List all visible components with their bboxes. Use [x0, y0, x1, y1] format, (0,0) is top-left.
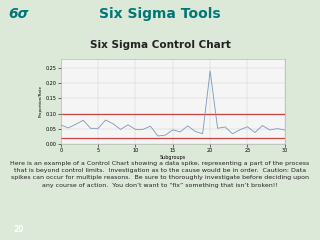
- Text: Here is an example of a Control Chart showing a data spike, representing a part : Here is an example of a Control Chart sh…: [10, 161, 310, 188]
- Y-axis label: Proportion/Rate: Proportion/Rate: [39, 85, 43, 117]
- Text: Six Sigma Tools: Six Sigma Tools: [99, 7, 221, 21]
- Text: 20: 20: [13, 225, 24, 234]
- Text: 6σ: 6σ: [8, 7, 28, 21]
- Text: Six Sigma Control Chart: Six Sigma Control Chart: [90, 40, 230, 50]
- X-axis label: Subgroups: Subgroups: [160, 155, 186, 160]
